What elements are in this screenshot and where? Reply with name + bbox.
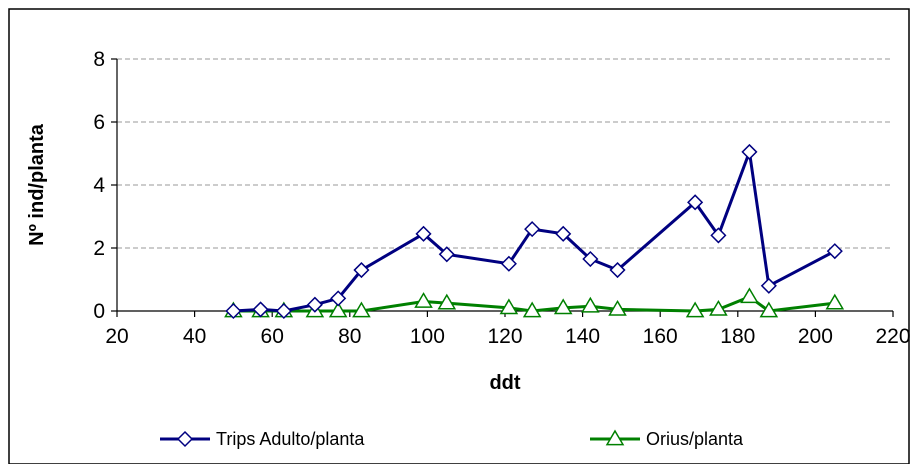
diamond-marker [609,261,626,279]
triangle-marker [581,296,600,313]
triangle-marker [605,429,625,446]
legend-label: Trips Adulto/planta [216,429,365,449]
x-tick-label: 160 [643,325,678,348]
diamond-marker [415,225,432,242]
x-tick-label: 100 [410,325,445,348]
triangle-marker [352,301,371,318]
diamond-marker [438,246,455,263]
diamond-marker [176,430,194,448]
legend-item: Orius/planta [590,429,744,449]
triangle-marker [522,301,542,318]
x-tick-label: 180 [720,325,755,348]
legend: Trips Adulto/planta Orius/planta [160,429,744,449]
x-tick-label: 20 [105,325,128,348]
x-tick-label: 60 [261,325,284,348]
diamond-marker [306,296,323,313]
axes: 0 2 4 6 8 20 40 60 80 100 120 140 160 180 200 220 [93,48,910,348]
diamond-marker [252,301,269,318]
series-layer [224,143,845,320]
diamond-marker [353,261,370,279]
x-tick-label: 220 [875,325,910,348]
x-tick-label: 40 [183,325,206,348]
triangle-marker [709,299,728,316]
diamond-marker [524,221,541,238]
diamond-marker [275,302,292,320]
x-tick-label: 120 [487,325,522,348]
diamond-marker [500,255,517,272]
legend-label: Orius/planta [646,429,744,449]
x-tick-label: 200 [798,325,833,348]
x-tick-label: 140 [565,325,600,348]
triangle-marker [437,293,457,310]
triangle-marker [759,301,779,318]
triangle-marker [608,299,627,316]
chart-outer-border [8,8,910,464]
triangle-marker [414,292,433,308]
diamond-marker [687,194,704,211]
diamond-marker [555,225,572,242]
y-axis-title: Nº ind/planta [26,123,48,246]
gridlines [117,58,893,249]
diamond-marker [710,227,727,244]
diamond-marker [760,277,777,294]
triangle-marker [499,298,519,315]
x-tick-label: 80 [338,325,361,348]
x-axis-title: ddt [489,372,520,394]
y-tick-label: 6 [93,111,105,134]
triangle-marker [685,301,705,318]
diamond-marker [330,290,347,307]
y-tick-label: 0 [93,300,105,323]
triangle-marker [825,293,845,310]
diamond-marker [225,302,242,320]
y-tick-label: 4 [93,174,105,197]
legend-item: Trips Adulto/planta [160,429,365,449]
diamond-marker [741,143,758,160]
diamond-marker [582,250,599,268]
diamond-marker [826,243,843,260]
triangle-marker [553,298,573,315]
series-diamond [225,143,843,320]
triangle-marker [740,287,759,304]
y-tick-label: 8 [93,48,105,71]
triangle-marker [328,301,348,318]
y-tick-label: 2 [93,237,105,260]
